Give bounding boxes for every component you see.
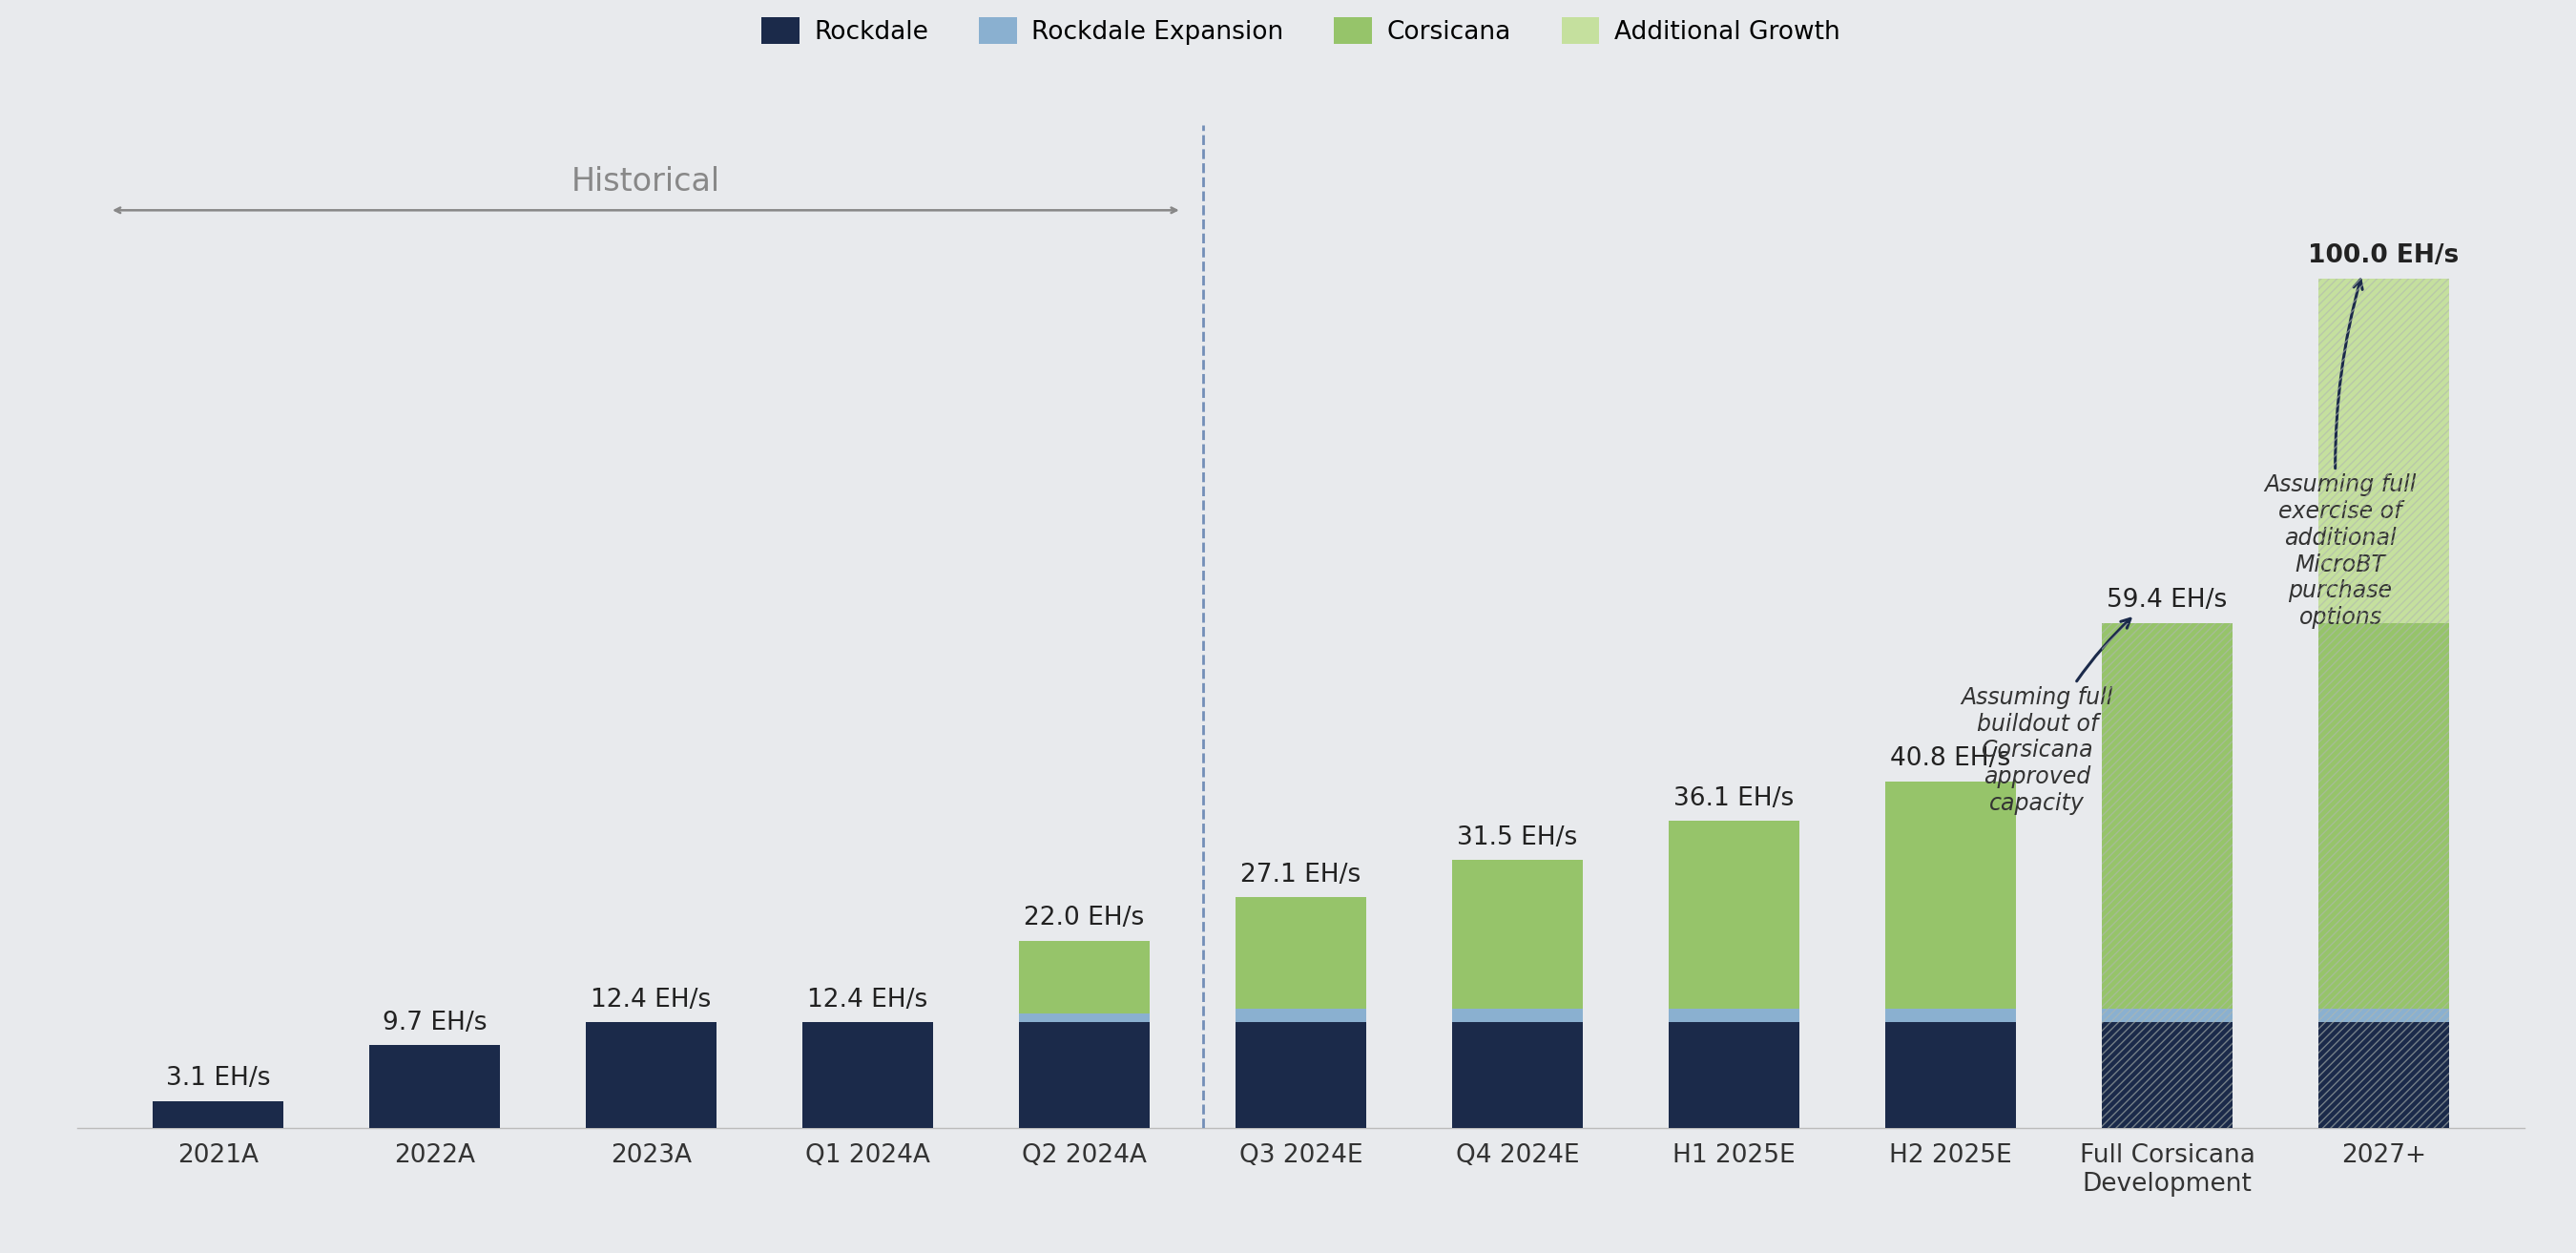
Text: Assuming full
buildout of
Corsicana
approved
capacity: Assuming full buildout of Corsicana appr… [1960,619,2130,814]
Bar [1886,1022,2014,1128]
Bar [2102,623,2233,1128]
Text: 31.5 EH/s: 31.5 EH/s [1458,826,1577,850]
Bar [1020,1022,1149,1128]
Text: 36.1 EH/s: 36.1 EH/s [1674,786,1795,811]
Bar [1669,1022,1798,1128]
Text: 9.7 EH/s: 9.7 EH/s [381,1010,487,1035]
Bar [1236,1009,1365,1022]
Bar [1236,1022,1365,1128]
Text: Assuming full
exercise of
additional
MicroBT
purchase
options: Assuming full exercise of additional Mic… [2264,279,2416,629]
Text: 12.4 EH/s: 12.4 EH/s [590,987,711,1012]
Bar [2318,1009,2450,1022]
Bar [587,1022,716,1128]
Bar [1886,1009,2014,1022]
Text: 27.1 EH/s: 27.1 EH/s [1242,862,1360,887]
Bar [2102,1022,2233,1128]
Bar [2318,1022,2450,1128]
Bar [804,1022,933,1128]
Legend: Rockdale, Rockdale Expansion, Corsicana, Additional Growth: Rockdale, Rockdale Expansion, Corsicana,… [752,8,1850,55]
Bar [2318,623,2450,1009]
Bar [1020,1012,1149,1022]
Text: 3.1 EH/s: 3.1 EH/s [165,1066,270,1091]
Bar [2318,278,2450,623]
Text: 59.4 EH/s: 59.4 EH/s [2107,588,2228,613]
Text: 100.0 EH/s: 100.0 EH/s [2308,243,2460,268]
Bar [1453,1009,1582,1022]
Text: Historical: Historical [572,165,721,198]
Bar [1886,781,2014,1009]
Bar [2102,623,2233,1009]
Bar [1669,821,1798,1009]
Bar [2102,1009,2233,1022]
Bar [368,1045,500,1128]
Bar [1669,1009,1798,1022]
Bar [1453,1022,1582,1128]
Bar [1020,941,1149,1012]
Bar [1453,860,1582,1009]
Text: 40.8 EH/s: 40.8 EH/s [1891,746,2012,771]
Bar [2318,278,2450,1128]
Text: 22.0 EH/s: 22.0 EH/s [1025,906,1144,931]
Bar [1236,897,1365,1009]
Text: 12.4 EH/s: 12.4 EH/s [806,987,927,1012]
Bar [152,1101,283,1128]
